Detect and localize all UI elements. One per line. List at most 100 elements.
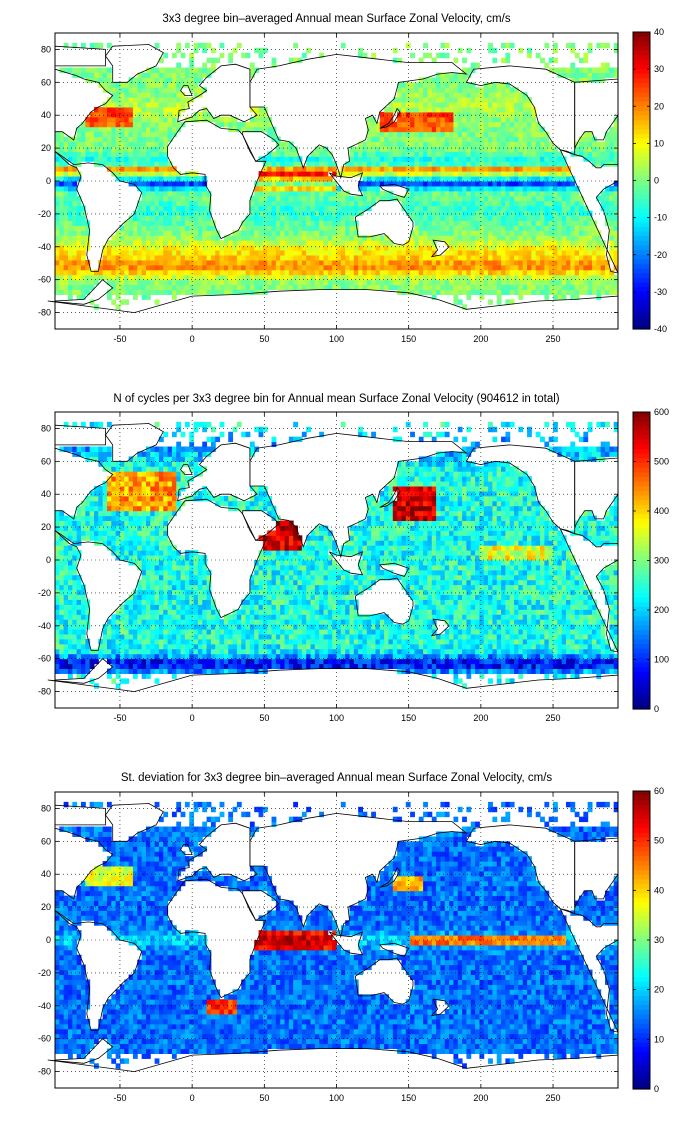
heatmap-cell [167,279,173,286]
heatmap-cell [102,72,108,78]
heatmap-cell [453,225,459,231]
heatmap-cell [418,215,424,221]
heatmap-cell [111,255,117,261]
heatmap-cell [314,146,320,152]
heatmap-cell [522,166,528,172]
heatmap-cell [613,156,619,162]
heatmap-cell [583,269,589,276]
heatmap-cell [527,181,532,187]
heatmap-cell [85,259,91,266]
heatmap-cell [163,190,169,197]
heatmap-cell [371,195,376,202]
heatmap-cell [561,190,567,197]
heatmap-cell [67,215,73,221]
heatmap-cell [163,97,169,103]
heatmap-cell [80,245,86,251]
heatmap-cell [544,200,550,207]
heatmap-cell [418,210,424,217]
heatmap-cell [457,92,463,98]
heatmap-cell [457,274,463,281]
heatmap-cell [176,210,182,217]
heatmap-cell [55,555,60,561]
heatmap-cell [111,269,117,276]
heatmap-cell [215,289,221,295]
heatmap-cell [215,250,221,256]
heatmap-cell [275,235,281,241]
heatmap-cell [544,136,550,143]
heatmap-cell [323,245,329,251]
heatmap-cell [605,279,610,286]
heatmap-cell [55,564,60,571]
heatmap-cell [384,176,389,182]
heatmap-cell [80,72,86,78]
heatmap-cell [414,210,420,217]
heatmap-cell [67,255,73,261]
heatmap-cell [470,255,476,261]
heatmap-cell [405,176,411,182]
heatmap-cell [314,220,320,226]
heatmap-cell [93,520,99,526]
heatmap-cell [55,624,60,630]
heatmap-cell [414,215,420,221]
heatmap-cell [405,141,411,147]
heatmap-cell [544,225,550,231]
heatmap-cell [141,181,147,187]
heatmap-cell [280,274,286,281]
heatmap-cell [59,230,65,236]
heatmap-cell [453,166,459,172]
heatmap-cell [388,240,394,246]
heatmap-cell [401,92,407,98]
heatmap-cell [93,495,99,502]
heatmap-cell [466,72,472,78]
heatmap-cell [553,195,558,202]
heatmap-cell [483,250,489,256]
heatmap-cell [613,210,619,217]
heatmap-cell [249,220,255,226]
heatmap-cell [449,82,454,88]
heatmap-cell [583,220,589,226]
heatmap-cell [271,151,277,157]
heatmap-cell [518,151,524,157]
heatmap-cell [574,72,580,78]
heatmap-cell [457,47,463,54]
heatmap-cell [293,166,299,172]
heatmap-cell [605,264,610,271]
heatmap-cell [349,151,355,157]
heatmap-cell [63,190,69,197]
heatmap-cell [72,619,78,625]
heatmap-cell [418,259,424,266]
heatmap-cell [306,264,312,271]
heatmap-cell [414,289,420,295]
heatmap-cell [418,92,424,98]
heatmap-cell [76,176,82,182]
heatmap-cell [457,299,463,305]
heatmap-cell [375,141,381,147]
heatmap-cell [431,171,437,177]
heatmap-cell [509,215,515,221]
heatmap-cell [193,176,199,182]
heatmap-cell [184,200,190,207]
heatmap-cell [76,289,82,295]
heatmap-cell [93,535,99,541]
heatmap-cell [436,210,441,217]
heatmap-cell [535,284,541,291]
heatmap-cell [158,156,164,162]
heatmap-cell [453,274,459,281]
heatmap-cell [297,176,303,182]
heatmap-cell [119,131,125,138]
heatmap-cell [163,185,169,192]
heatmap-cell [405,181,411,187]
heatmap-cell [509,87,515,93]
heatmap-cell [137,264,143,271]
heatmap-cell [80,520,86,526]
heatmap-cell [176,171,182,177]
heatmap-cell [436,146,441,152]
heatmap-cell [124,97,130,103]
heatmap-cell [384,136,389,143]
heatmap-cell [55,629,60,635]
heatmap-cell [587,77,593,83]
heatmap-cell [492,87,498,93]
heatmap-cell [55,525,60,531]
heatmap-cell [609,146,615,152]
heatmap-cell [197,220,203,226]
